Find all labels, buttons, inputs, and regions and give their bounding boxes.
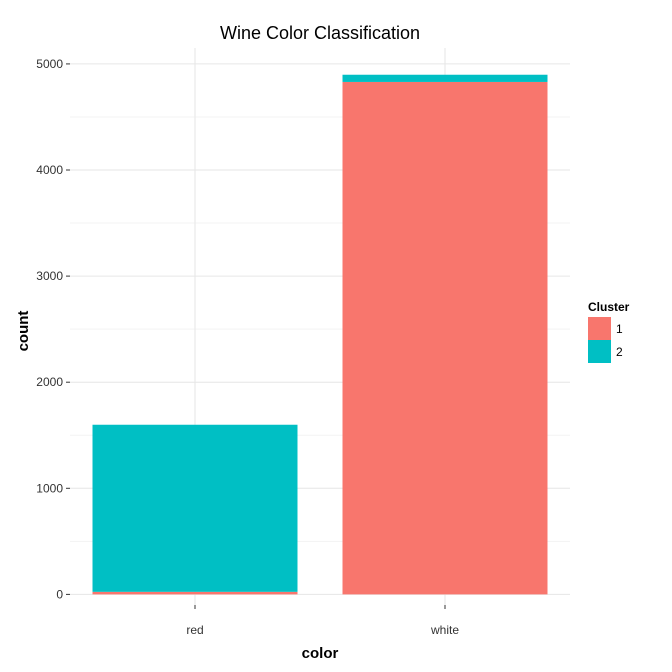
bar-red-cluster-2 (92, 424, 298, 592)
legend-key-1 (588, 317, 611, 340)
y-tick-label: 4000 (36, 163, 63, 177)
legend-title: Cluster (588, 300, 630, 314)
y-axis: 0 1000 2000 3000 4000 5000 (36, 57, 70, 601)
y-tick-label: 3000 (36, 269, 63, 283)
x-tick-label-red: red (186, 623, 203, 637)
bars (92, 74, 548, 595)
plot-area: 0 1000 2000 3000 4000 5000 red white (36, 48, 570, 637)
y-tick-label: 0 (56, 587, 63, 601)
y-axis-title: count (15, 311, 32, 352)
bar-red-cluster-1 (92, 591, 298, 595)
y-tick-label: 5000 (36, 57, 63, 71)
y-tick-label: 2000 (36, 375, 63, 389)
x-tick-label-white: white (430, 623, 459, 637)
legend-label-1: 1 (616, 322, 623, 336)
legend-items: 12 (588, 317, 623, 363)
x-axis: red white (186, 605, 459, 637)
y-tick-label: 1000 (36, 481, 63, 495)
legend: Cluster 12 (588, 300, 630, 363)
bar-white-cluster-1 (342, 81, 548, 595)
legend-label-2: 2 (616, 345, 623, 359)
bar-white-cluster-2 (342, 74, 548, 82)
chart-title: Wine Color Classification (220, 23, 420, 43)
legend-key-2 (588, 340, 611, 363)
x-axis-title: color (302, 645, 339, 662)
